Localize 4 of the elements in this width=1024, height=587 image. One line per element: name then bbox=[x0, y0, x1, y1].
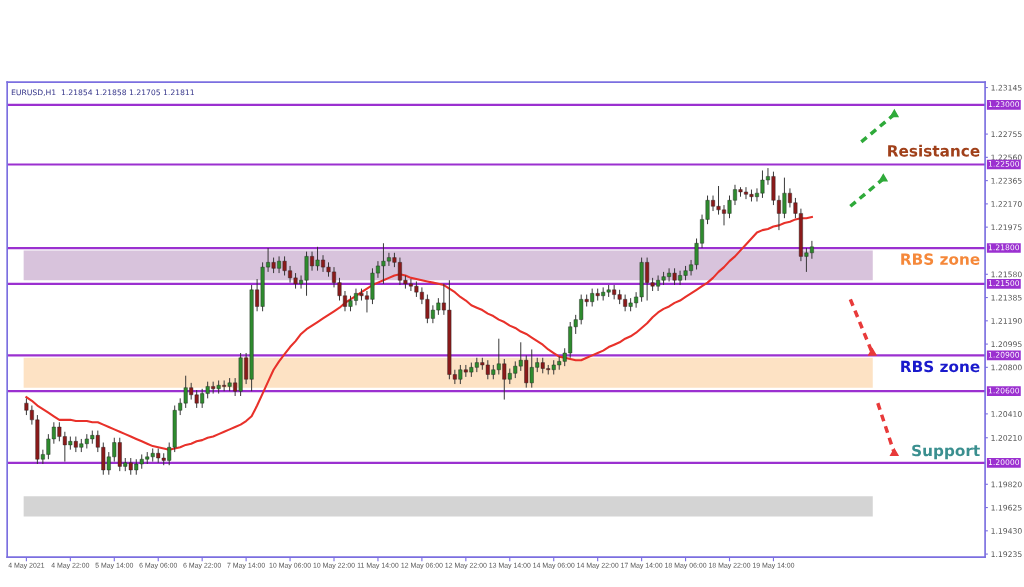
text: Resistance bbox=[888, 144, 980, 157]
text: RBS zone bbox=[901, 253, 980, 265]
text: Support bbox=[912, 444, 980, 460]
text: RBS zone bbox=[901, 360, 980, 373]
